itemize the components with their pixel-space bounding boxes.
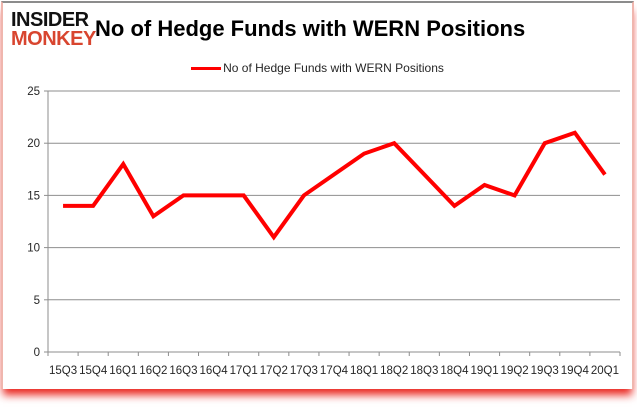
insider-monkey-logo: INSIDER MONKEY [11, 9, 101, 50]
y-axis-label: 10 [27, 243, 40, 255]
x-axis-label: 18Q3 [410, 365, 438, 377]
x-axis-label: 19Q2 [501, 365, 529, 377]
x-axis-label: 17Q3 [290, 365, 318, 377]
logo-text-insider: INSIDER [11, 9, 89, 31]
logo-text-monkey: MONKEY [11, 28, 96, 50]
x-axis-label: 16Q1 [109, 365, 137, 377]
x-axis-label: 16Q4 [200, 365, 229, 377]
x-axis-label: 18Q4 [440, 365, 469, 377]
x-axis-label: 15Q4 [79, 365, 108, 377]
legend-label: No of Hedge Funds with WERN Positions [223, 61, 444, 75]
x-axis-label: 18Q1 [350, 365, 378, 377]
x-axis-label: 15Q3 [49, 365, 77, 377]
x-axis-label: 19Q4 [561, 365, 590, 377]
y-axis-label: 0 [34, 347, 40, 359]
chart-title: No of Hedge Funds with WERN Positions [95, 16, 526, 41]
x-axis-label: 18Q2 [380, 365, 408, 377]
x-axis-label: 19Q3 [531, 365, 559, 377]
x-axis-label: 16Q3 [169, 365, 197, 377]
data-line-series [63, 130, 607, 241]
x-axis-label: 17Q1 [230, 365, 258, 377]
legend-line-swatch [191, 66, 222, 70]
x-axis-label: 17Q4 [320, 365, 349, 377]
x-axis-label: 19Q1 [470, 365, 498, 377]
x-axis-label: 17Q2 [260, 365, 288, 377]
x-axis-label: 20Q1 [591, 365, 619, 377]
y-axis-label: 20 [27, 138, 40, 150]
y-axis-label: 25 [27, 86, 40, 98]
y-axis-label: 15 [27, 190, 40, 202]
legend: No of Hedge Funds with WERN Positions [3, 61, 632, 75]
chart-card: INSIDER MONKEY No of Hedge Funds with WE… [1, 1, 634, 389]
x-axis-label: 16Q2 [139, 365, 167, 377]
y-axis-label: 5 [34, 295, 40, 307]
